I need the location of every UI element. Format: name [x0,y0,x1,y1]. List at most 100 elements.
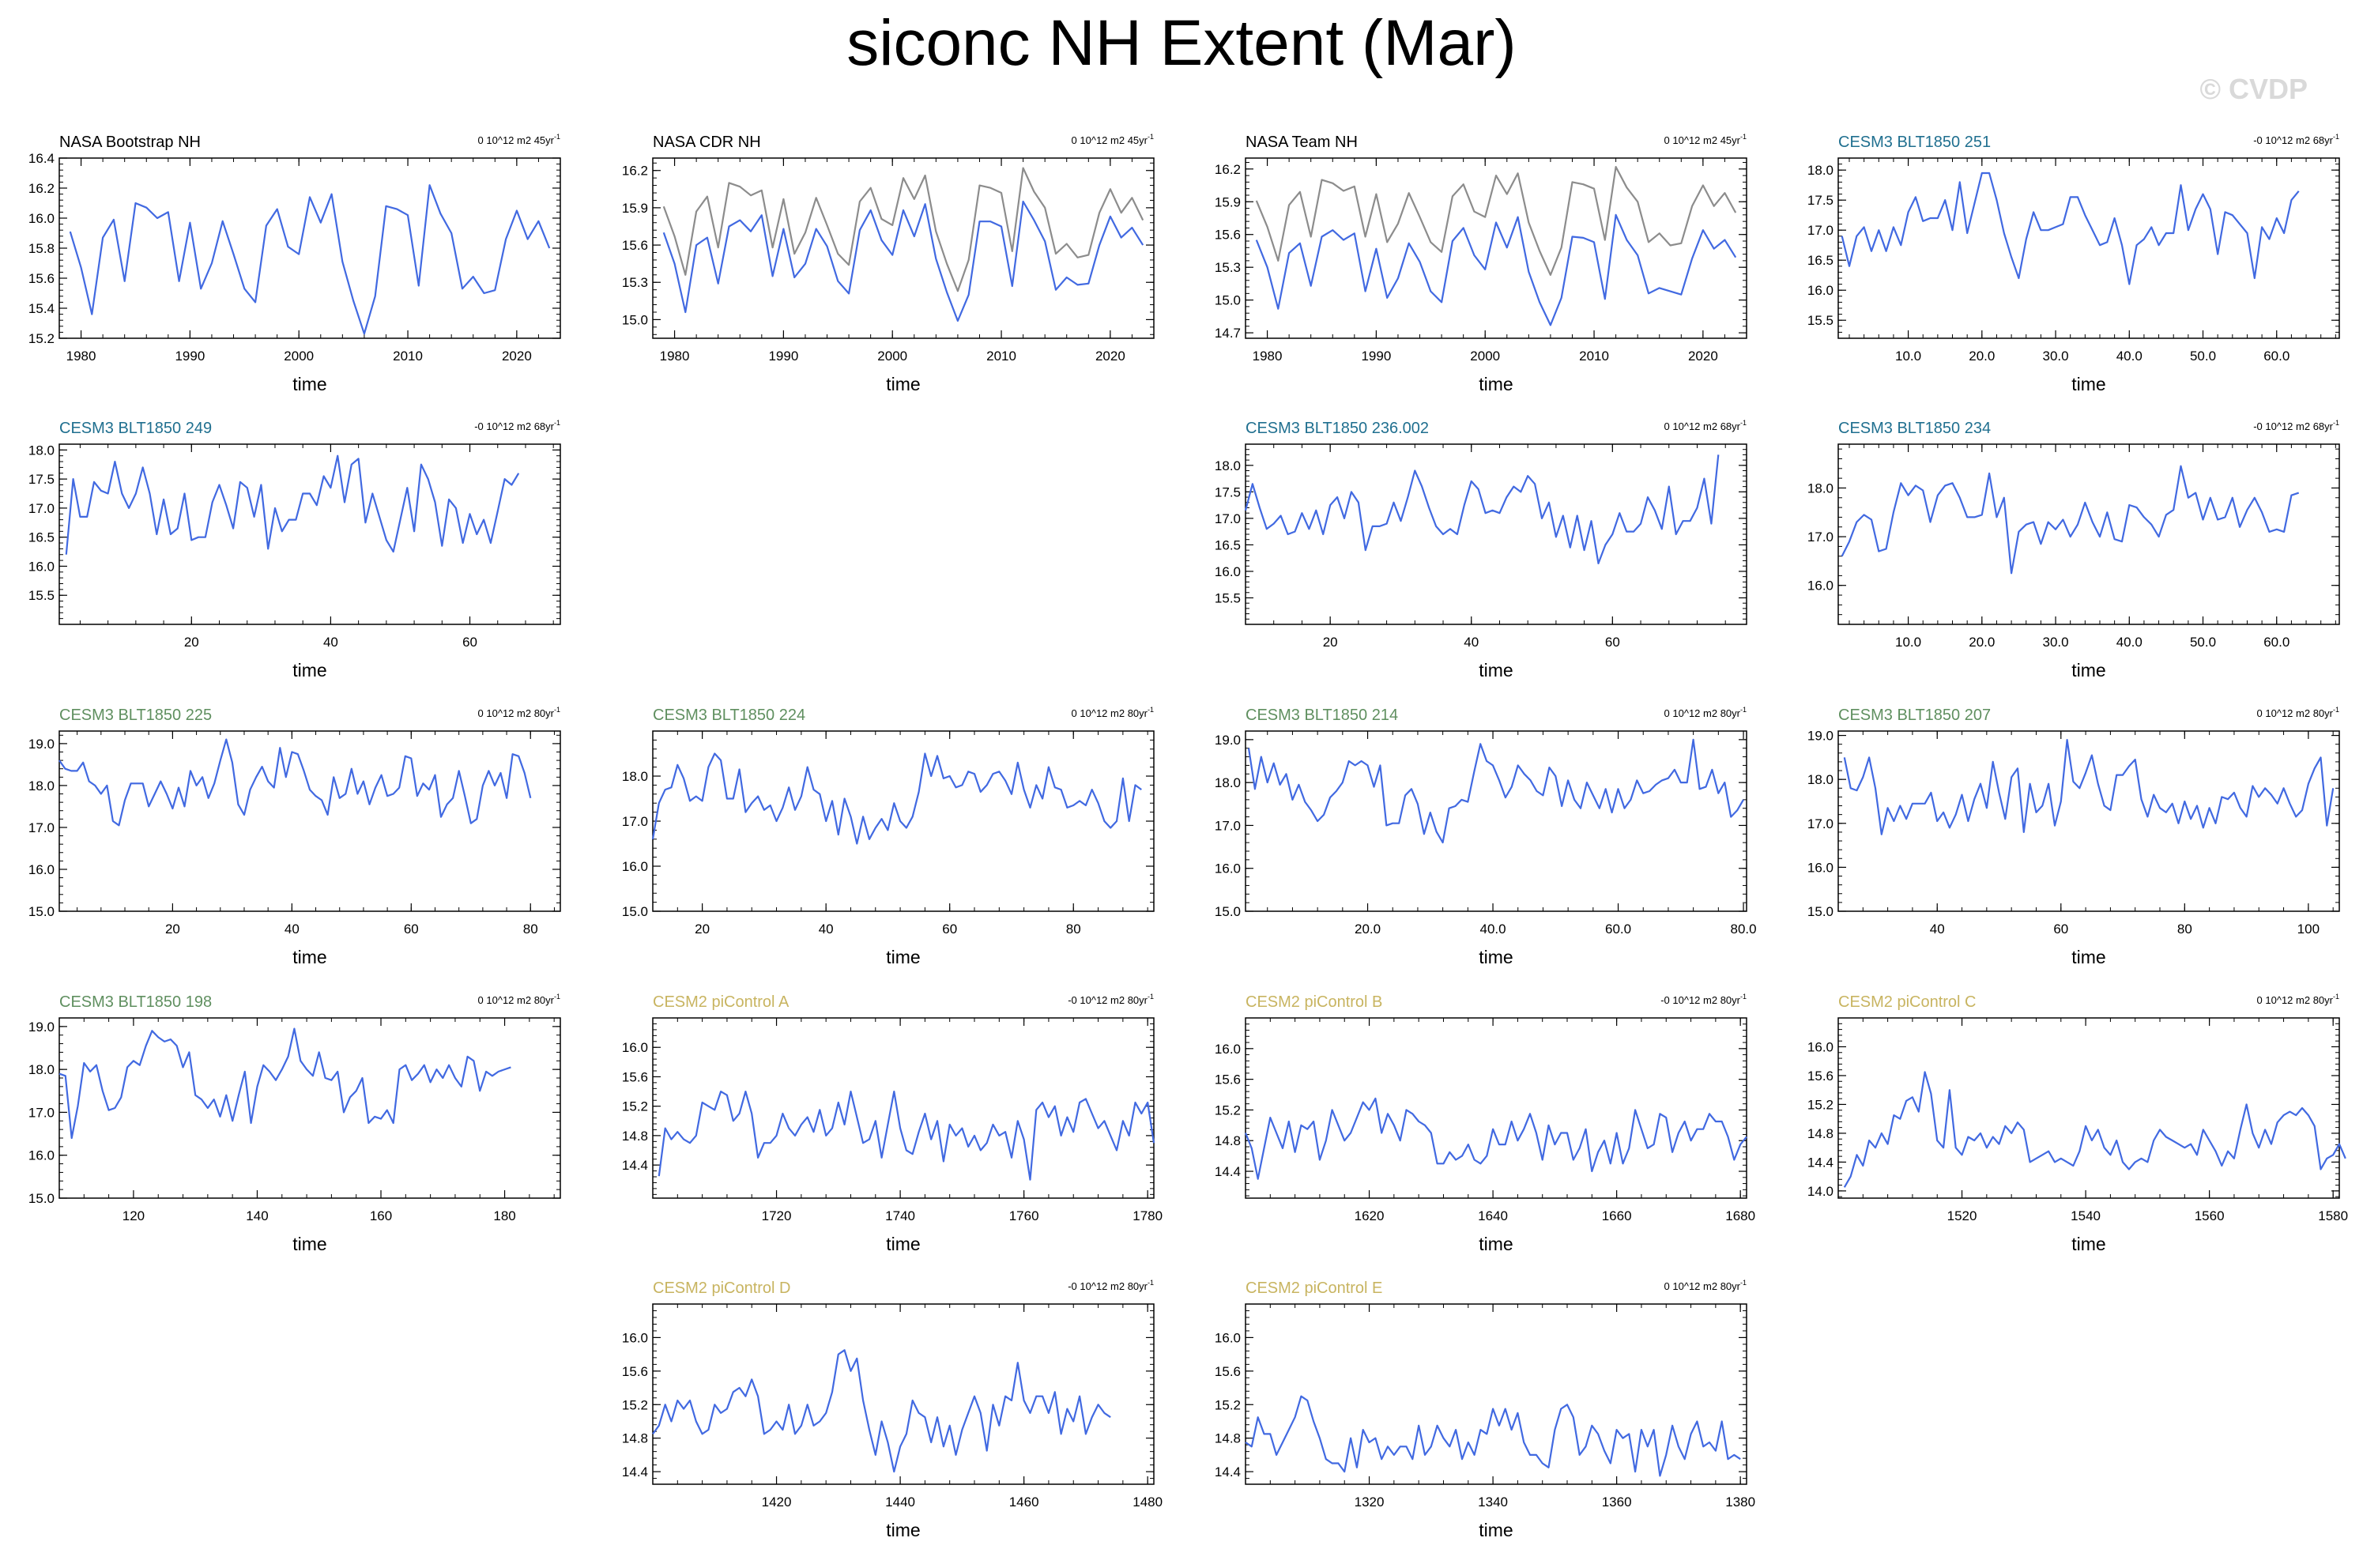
chart-panel: CESM3 BLT1850 224 0 10^12 m2 80yr-1 15.0 16… [622,706,1155,967]
y-tick-label: 18.0 [28,1062,55,1077]
plot-frame [58,157,561,339]
x-tick-label: 2020 [1688,349,1718,364]
y-tick-label: 15.8 [28,241,55,256]
plot-frame [1837,157,2340,339]
x-tick-label: 1520 [1947,1208,1977,1223]
x-tick-label: 1640 [1478,1208,1508,1223]
panel-title: CESM2 piControl E [1246,1280,1382,1297]
chart-panel: CESM3 BLT1850 214 0 10^12 m2 80yr-1 15.0 16… [1215,706,1757,967]
y-tick-label: 19.0 [1215,733,1241,748]
y-tick-label: 17.0 [28,820,55,835]
y-tick-label: 17.5 [28,472,55,487]
trend-label: 0 10^12 m2 80yr-1 [478,993,560,1006]
y-tick-label: 16.0 [1215,1330,1241,1345]
panel-title: CESM3 BLT1850 198 [59,993,212,1011]
x-tick-label: 80 [1066,922,1081,937]
x-tick-label: 100 [2297,922,2320,937]
x-tick-label: 1990 [175,349,205,364]
plot-frame [652,730,1155,912]
series-line [1245,1395,1741,1477]
x-tick-label: 60 [1605,635,1620,650]
x-tick-label: 1320 [1355,1494,1385,1510]
chart-panel: CESM3 BLT1850 207 0 10^12 m2 80yr-1 15.0 16… [1807,706,2340,967]
chart-panel: CESM3 BLT1850 251 -0 10^12 m2 68yr-1 15.5 1… [1807,133,2340,394]
plot-frame [1245,730,1747,912]
trend-label: -0 10^12 m2 80yr-1 [1068,1279,1154,1292]
y-tick-label: 14.4 [622,1464,648,1479]
y-tick-label: 17.5 [1215,484,1241,499]
x-tick-label: 80.0 [1730,922,1756,937]
x-tick-label: 50.0 [2190,349,2216,364]
series-line [65,454,520,555]
trend-label: -0 10^12 m2 68yr-1 [2253,419,2339,432]
panel-title: CESM2 piControl C [1838,993,1977,1011]
x-tick-label: 1480 [1133,1494,1163,1510]
chart-panel: CESM3 BLT1850 234 -0 10^12 m2 68yr-1 16.0 1… [1807,419,2340,680]
x-tick-label: 1980 [1253,349,1283,364]
plot-frame [1245,157,1747,339]
x-tick-label: 80 [2177,922,2192,937]
x-tick-label: 20 [165,922,180,937]
plot-frame [1245,1303,1747,1485]
y-tick-label: 15.9 [1215,194,1241,209]
trend-label: 0 10^12 m2 68yr-1 [1664,419,1747,432]
x-tick-label: 1460 [1009,1494,1039,1510]
x-tick-label: 1660 [1602,1208,1632,1223]
y-tick-label: 17.0 [1215,511,1241,526]
chart-panel: NASA Team NH 0 10^12 m2 45yr-1 14.7 15.0 15.… [1215,133,1747,394]
panel-title: CESM3 BLT1850 214 [1246,707,1398,724]
x-tick-label: 20 [695,922,710,937]
x-tick-label: 20 [1323,635,1338,650]
chart-panel: CESM2 piControl D -0 10^12 m2 80yr-1 14.4 1… [622,1279,1163,1540]
y-tick-label: 16.0 [28,211,55,226]
panel-title: CESM3 BLT1850 234 [1838,420,1991,437]
x-tick-label: 20.0 [1355,922,1381,937]
trend-label: 0 10^12 m2 80yr-1 [1664,706,1747,719]
x-tick-label: 40 [1930,922,1945,937]
y-tick-label: 17.0 [28,501,55,516]
x-tick-label: 40.0 [2116,635,2143,650]
x-tick-label: 1560 [2195,1208,2225,1223]
x-tick-label: 1340 [1478,1494,1508,1510]
x-axis-label: time [1479,1234,1513,1254]
y-tick-label: 16.0 [1807,860,1833,875]
x-tick-label: 1620 [1355,1208,1385,1223]
x-tick-label: 2020 [1095,349,1125,364]
trend-label: 0 10^12 m2 80yr-1 [2257,993,2339,1006]
y-tick-label: 16.0 [1215,861,1241,876]
y-tick-label: 16.0 [622,1040,648,1055]
x-axis-label: time [2071,660,2105,680]
x-axis-label: time [886,374,920,394]
plot-frame [652,1017,1155,1199]
series-line [1255,213,1737,326]
series-line [1244,1097,1747,1180]
y-tick-label: 14.8 [622,1431,648,1446]
series-line [662,200,1144,322]
x-tick-label: 1380 [1725,1494,1755,1510]
y-tick-label: 16.0 [28,862,55,877]
x-tick-label: 120 [122,1208,145,1223]
panel-title: NASA CDR NH [653,134,761,151]
x-tick-label: 80 [523,922,538,937]
y-tick-label: 16.0 [1807,283,1833,298]
series-line [69,184,551,335]
y-tick-label: 15.2 [1807,1097,1833,1112]
x-tick-label: 1360 [1602,1494,1632,1510]
x-tick-label: 60.0 [2263,635,2290,650]
panel-title: CESM3 BLT1850 249 [59,420,212,437]
series-line [1843,738,2335,835]
y-tick-label: 15.0 [1807,904,1833,919]
y-tick-label: 17.0 [28,1105,55,1120]
x-axis-label: time [886,1520,920,1540]
x-tick-label: 40.0 [2116,349,2143,364]
panel-title: CESM3 BLT1850 224 [653,707,805,724]
series-line [652,1349,1111,1473]
y-tick-label: 15.0 [1215,904,1241,919]
plot-frame [1245,1017,1747,1199]
y-tick-label: 16.0 [1215,564,1241,579]
panel-title: CESM2 piControl D [653,1280,791,1297]
y-tick-label: 16.0 [1807,579,1833,594]
series-line [1244,454,1720,565]
x-tick-label: 30.0 [2042,349,2068,364]
